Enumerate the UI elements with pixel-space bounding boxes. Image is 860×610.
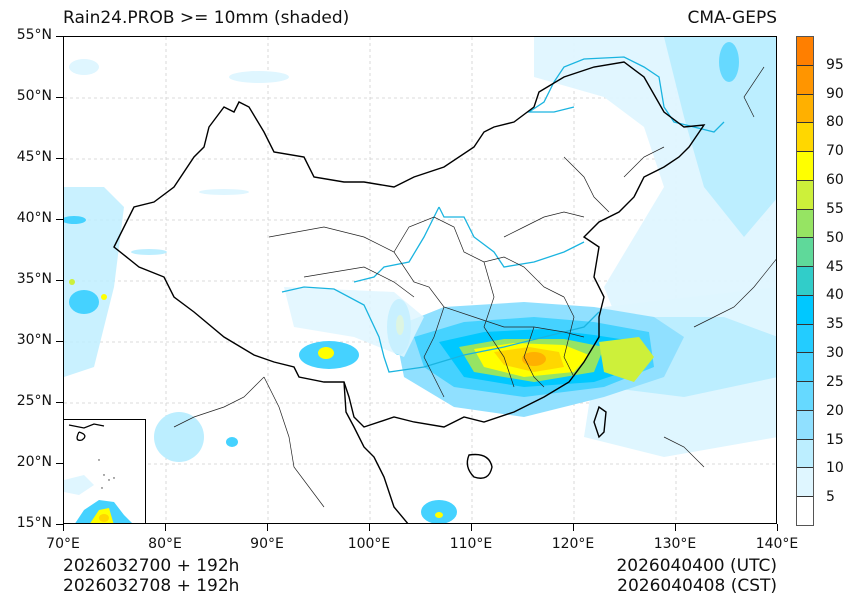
colorbar-segment	[797, 410, 813, 440]
init-time-utc: 2026032700 + 192h	[63, 556, 240, 576]
init-time-cst: 2026032708 + 192h	[63, 576, 240, 596]
south-china-sea-inset	[63, 419, 146, 524]
lon-tick	[675, 524, 677, 531]
colorbar-segment	[797, 209, 813, 239]
colorbar-segment	[797, 324, 813, 354]
colorbar-tick-label: 45	[826, 258, 844, 275]
lat-label-35: 35°N	[16, 271, 52, 287]
colorbar-segment	[797, 94, 813, 124]
plot-title-right: CMA-GEPS	[687, 8, 777, 28]
lon-label-120: 120°E	[551, 536, 595, 552]
colorbar-tick-label: 70	[826, 143, 844, 160]
colorbar-tick-label: 90	[826, 85, 844, 102]
lat-tick	[56, 36, 63, 38]
colorbar-tick-label: 35	[826, 316, 844, 333]
lon-label-110: 110°E	[449, 536, 493, 552]
colorbar-segment	[797, 65, 813, 95]
colorbar-tick-label: 25	[826, 373, 844, 390]
colorbar-segment	[797, 295, 813, 325]
lon-tick	[63, 524, 65, 531]
lat-tick	[56, 97, 63, 99]
lon-label-140: 140°E	[755, 536, 799, 552]
lat-label-15: 15°N	[16, 515, 52, 531]
lat-tick	[56, 158, 63, 160]
lon-label-90: 90°E	[250, 536, 284, 552]
colorbar-tick-label: 80	[826, 114, 844, 131]
lon-tick	[777, 524, 779, 531]
lon-label-130: 130°E	[653, 536, 697, 552]
lat-tick	[56, 402, 63, 404]
lat-tick	[56, 463, 63, 465]
lat-tick	[56, 219, 63, 221]
valid-time-utc: 2026040400 (UTC)	[616, 556, 777, 576]
lat-label-50: 50°N	[16, 88, 52, 104]
colorbar-segment	[797, 267, 813, 296]
colorbar-segment	[797, 353, 813, 383]
colorbar-tick-label: 55	[826, 200, 844, 217]
colorbar-segment	[797, 468, 813, 498]
plot-title-left: Rain24.PROB >= 10mm (shaded)	[63, 8, 350, 28]
colorbar-segment	[797, 238, 813, 268]
colorbar-segment	[797, 382, 813, 411]
colorbar-tick-label: 20	[826, 402, 844, 419]
lat-tick	[56, 524, 63, 526]
colorbar-tick-label: 95	[826, 56, 844, 73]
colorbar-tick-label: 15	[826, 431, 844, 448]
lat-label-55: 55°N	[16, 27, 52, 43]
colorbar	[796, 36, 814, 526]
lat-label-20: 20°N	[16, 454, 52, 470]
colorbar-segment	[797, 180, 813, 210]
lat-label-45: 45°N	[16, 149, 52, 165]
colorbar-tick-label: 60	[826, 172, 844, 189]
colorbar-segment	[797, 152, 813, 181]
valid-time-block: 2026040400 (UTC) 2026040408 (CST)	[616, 556, 777, 596]
province-borders	[173, 66, 776, 508]
lat-tick	[56, 341, 63, 343]
lon-label-100: 100°E	[347, 536, 391, 552]
lon-tick	[573, 524, 575, 531]
precip-shading	[64, 37, 776, 523]
lon-label-80: 80°E	[148, 536, 182, 552]
valid-time-cst: 2026040408 (CST)	[617, 576, 777, 596]
country-borders	[113, 61, 706, 523]
colorbar-tick-label: 10	[826, 460, 844, 477]
lon-tick	[267, 524, 269, 531]
colorbar-segment	[797, 439, 813, 469]
lat-label-30: 30°N	[16, 332, 52, 348]
colorbar-tick-label: 40	[826, 287, 844, 304]
lon-label-70: 70°E	[46, 536, 80, 552]
precip-probability-map	[64, 37, 776, 523]
lon-tick	[165, 524, 167, 531]
lon-tick	[471, 524, 473, 531]
colorbar-segment	[797, 123, 813, 153]
lat-label-40: 40°N	[16, 210, 52, 226]
map-panel	[63, 36, 777, 524]
colorbar-segment	[797, 497, 813, 526]
colorbar-tick-label: 5	[826, 489, 835, 506]
lat-tick	[56, 280, 63, 282]
lon-tick	[369, 524, 371, 531]
colorbar-segment	[797, 37, 813, 66]
lat-label-25: 25°N	[16, 393, 52, 409]
colorbar-tick-label: 30	[826, 345, 844, 362]
colorbar-tick-label: 50	[826, 229, 844, 246]
init-time-block: 2026032700 + 192h 2026032708 + 192h	[63, 556, 239, 596]
